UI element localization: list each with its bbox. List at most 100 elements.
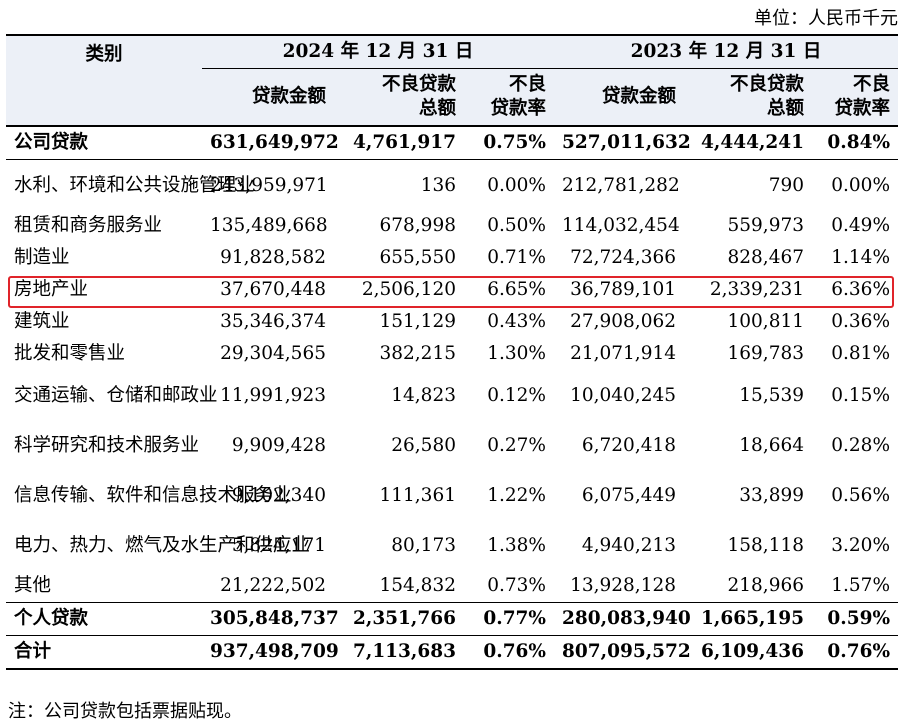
npl-2023: 18,664: [739, 434, 805, 456]
npl-2024: 2,506,120: [361, 279, 456, 300]
rate-2023: 6.36%: [831, 279, 891, 300]
table-row: 其他 21,222,502 154,832 0.73% 13,928,128 2…: [6, 570, 898, 603]
amount-2024: 631,649,972: [210, 132, 339, 153]
highlight-box-real-estate: [8, 276, 894, 308]
npl-2023: 1,665,195: [684, 602, 813, 636]
rate-2023: 0.84%: [827, 132, 891, 153]
amount-2024: 135,489,668: [210, 215, 328, 236]
header-amount-2023: 贷款金额: [554, 68, 685, 127]
row-label: 合计: [6, 635, 202, 670]
npl-2024: 382,215: [379, 343, 456, 364]
table-row: 水利、环境和公共设施管理业 243,959,971 136 0.00% 212,…: [6, 159, 899, 210]
header-rate-2024: 不良 贷款率: [464, 68, 555, 127]
amount-2023: 212,781,282: [554, 159, 685, 210]
rate-2024: 0.00%: [464, 159, 555, 210]
amount-2024: 243,959,971: [202, 159, 334, 210]
rate-2024: 0.27%: [487, 434, 547, 456]
npl-2024: 154,832: [379, 575, 456, 596]
rate-2024: 0.50%: [487, 215, 547, 236]
row-label: 公司贷款: [14, 132, 89, 153]
npl-2023: 2,339,231: [709, 279, 805, 300]
table-row: 制造业 91,828,582 655,550 0.71% 72,724,366 …: [6, 242, 898, 274]
table-row-real-estate: 房地产业 37,670,448 2,506,120 6.65% 36,789,1…: [6, 274, 898, 306]
table-row-total: 合计 937,498,709 7,113,683 0.76% 807,095,5…: [6, 635, 899, 670]
amount-2023: 10,040,245: [570, 384, 677, 406]
row-label: 批发和零售业: [14, 343, 126, 364]
amount-2024: 11,991,923: [220, 384, 326, 406]
table-row: 交通运输、仓储和邮政业 11,991,923 14,823 0.12% 10,0…: [6, 370, 898, 420]
amount-2023: 807,095,572: [554, 635, 691, 670]
unit-label: 单位：人民币千元: [754, 8, 898, 29]
rate-2024: 0.12%: [487, 384, 547, 406]
row-label: 科学研究和技术服务业: [14, 434, 200, 456]
npl-2024: 678,998: [379, 215, 456, 236]
amount-2023: 6,720,418: [581, 434, 677, 456]
npl-2023: 15,539: [739, 384, 805, 406]
amount-2023: 527,011,632: [562, 132, 691, 153]
npl-2023: 100,811: [727, 311, 805, 332]
npl-2023: 828,467: [727, 247, 805, 268]
amount-2023: 280,083,940: [554, 602, 691, 636]
amount-2024: 305,848,737: [202, 602, 339, 636]
amount-2024: 91,828,582: [220, 247, 326, 268]
amount-2024: 29,304,565: [220, 343, 326, 364]
rate-2023: 0.81%: [831, 343, 891, 364]
amount-2024: 35,346,374: [220, 311, 326, 332]
table-row: 批发和零售业 29,304,565 382,215 1.30% 21,071,9…: [6, 338, 898, 370]
amount-2024: 9,909,428: [231, 434, 326, 456]
loan-quality-table: 类别 2024 年 12 月 31 日 2023 年 12 月 31 日 贷款金…: [6, 34, 899, 670]
table-row-personal: 个人贷款 305,848,737 2,351,766 0.77% 280,083…: [6, 602, 899, 636]
amount-2024: 937,498,709: [202, 635, 339, 670]
rate-2023: 0.49%: [831, 215, 891, 236]
npl-2023: 169,783: [727, 343, 805, 364]
row-label: 水利、环境和公共设施管理业: [6, 159, 255, 210]
npl-2024: 7,113,683: [334, 635, 464, 670]
amount-2024: 21,222,502: [220, 575, 326, 596]
npl-2024: 26,580: [391, 434, 456, 456]
rate-2024: 6.65%: [487, 279, 547, 300]
rate-2023: 1.57%: [831, 575, 891, 596]
amount-2023: 114,032,454: [562, 215, 680, 236]
header-npl-2023: 不良贷款 总额: [684, 68, 813, 127]
rate-2024: 0.75%: [483, 132, 547, 153]
amount-2023: 6,075,449: [581, 484, 677, 506]
rate-2024: 1.38%: [487, 534, 547, 556]
header-amount-2024: 贷款金额: [202, 68, 334, 127]
amount-2024: 37,670,448: [220, 279, 326, 300]
rate-2024: 0.77%: [464, 602, 555, 636]
footnote: 注：公司贷款包括票据贴现。: [8, 701, 242, 722]
rate-2023: 0.76%: [812, 635, 899, 670]
amount-2024: 5,824,171: [231, 534, 326, 556]
npl-2024: 111,361: [379, 484, 456, 506]
rate-2023: 0.59%: [812, 602, 899, 636]
header-npl-2024: 不良贷款 总额: [334, 68, 464, 127]
rate-2023: 0.36%: [831, 311, 891, 332]
npl-2023: 4,444,241: [701, 132, 805, 153]
row-label: 电力、热力、燃气及水生产和供应业: [14, 534, 311, 556]
npl-2023: 559,973: [727, 215, 805, 236]
amount-2023: 13,928,128: [570, 575, 677, 596]
npl-2024: 136: [334, 159, 464, 210]
table-row: 信息传输、软件和信息技术服务业 9,102,340 111,361 1.22% …: [6, 470, 898, 520]
rate-2023: 3.20%: [831, 534, 891, 556]
rate-2023: 0.00%: [812, 159, 899, 210]
table-row: 电力、热力、燃气及水生产和供应业 5,824,171 80,173 1.38% …: [6, 520, 898, 570]
header-group-2023: 2023 年 12 月 31 日: [554, 34, 899, 69]
amount-2023: 36,789,101: [570, 279, 677, 300]
npl-2023: 218,966: [727, 575, 805, 596]
npl-2024: 151,129: [379, 311, 456, 332]
row-label: 制造业: [14, 247, 70, 268]
amount-2023: 27,908,062: [570, 311, 677, 332]
table-row: 建筑业 35,346,374 151,129 0.43% 27,908,062 …: [6, 306, 898, 338]
npl-2024: 4,761,917: [353, 132, 456, 153]
row-label: 其他: [14, 575, 52, 596]
rate-2024: 0.76%: [464, 635, 555, 670]
npl-2023: 790: [684, 159, 813, 210]
rate-2024: 1.30%: [487, 343, 547, 364]
rate-2023: 1.14%: [831, 247, 891, 268]
row-label: 建筑业: [14, 311, 70, 332]
npl-2023: 33,899: [739, 484, 805, 506]
npl-2023: 6,109,436: [684, 635, 813, 670]
npl-2023: 158,118: [727, 534, 805, 556]
npl-2024: 80,173: [391, 534, 456, 556]
